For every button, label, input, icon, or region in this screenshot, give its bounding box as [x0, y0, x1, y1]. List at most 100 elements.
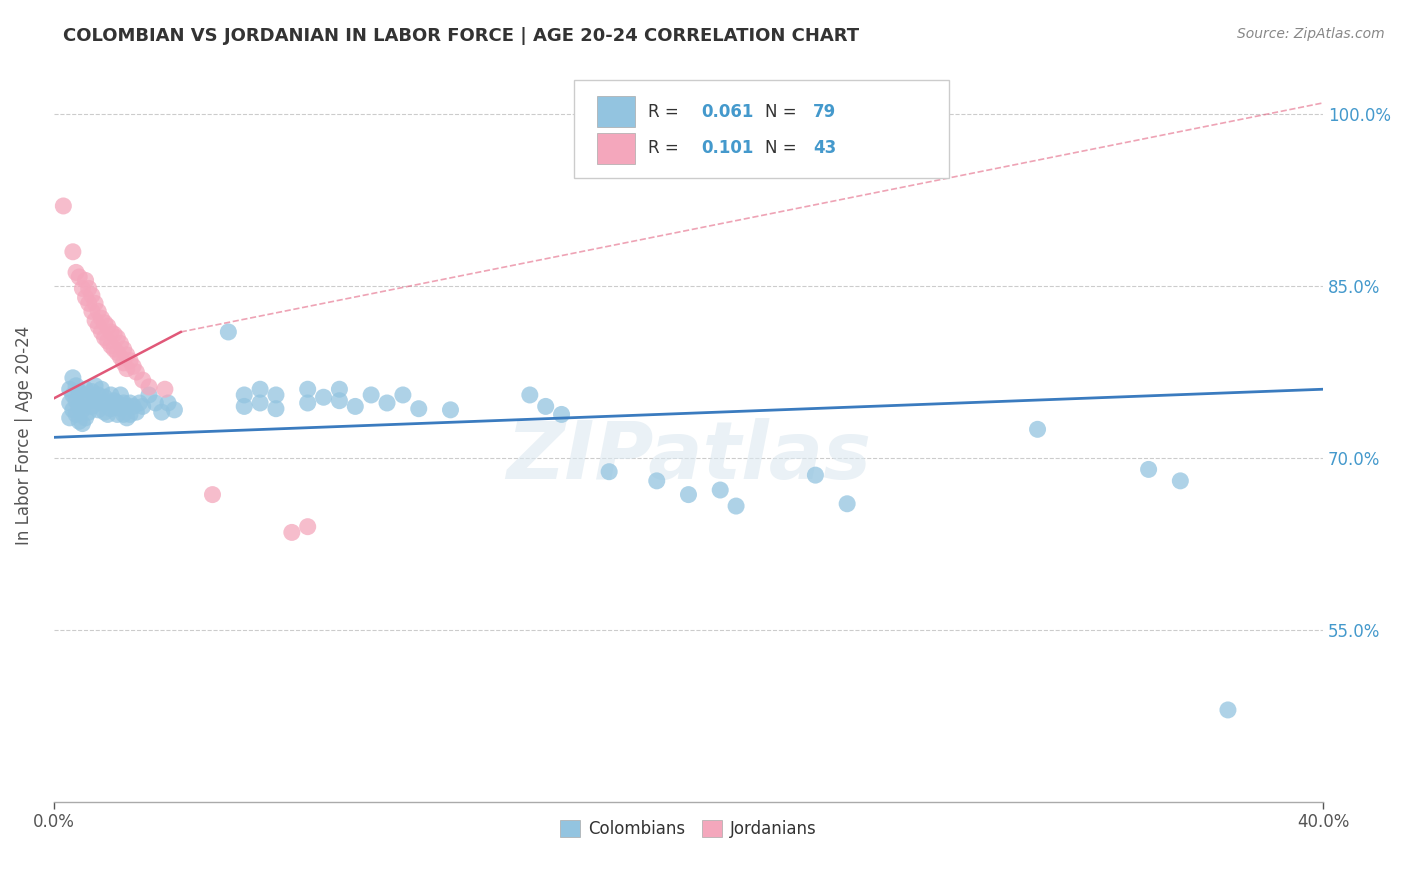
Point	[297, 519, 319, 533]
Point	[52, 199, 75, 213]
Point	[87, 388, 110, 402]
Text: R =: R =	[648, 139, 683, 157]
Point	[72, 281, 94, 295]
Point	[138, 380, 160, 394]
Point	[67, 414, 90, 428]
Point	[115, 348, 138, 362]
Point	[84, 313, 107, 327]
Legend: Colombians, Jordanians: Colombians, Jordanians	[553, 813, 824, 845]
Point	[87, 304, 110, 318]
Point	[112, 356, 135, 370]
Point	[344, 400, 367, 414]
Point	[80, 384, 103, 399]
Point	[77, 281, 100, 295]
Point	[110, 336, 132, 351]
FancyBboxPatch shape	[574, 79, 949, 178]
FancyBboxPatch shape	[598, 133, 636, 164]
Point	[281, 525, 304, 540]
Point	[837, 497, 859, 511]
Point	[392, 388, 415, 402]
Point	[264, 401, 287, 416]
Point	[87, 402, 110, 417]
Point	[103, 327, 125, 342]
Point	[110, 350, 132, 364]
Point	[80, 400, 103, 414]
Text: ZIPatlas: ZIPatlas	[506, 418, 870, 496]
Point	[709, 483, 731, 497]
Point	[725, 499, 748, 513]
Point	[77, 296, 100, 310]
Point	[59, 410, 82, 425]
Point	[439, 402, 461, 417]
Point	[90, 311, 112, 326]
Point	[249, 382, 271, 396]
Point	[519, 388, 541, 402]
Point	[122, 359, 145, 374]
Point	[297, 396, 319, 410]
Point	[804, 468, 827, 483]
Point	[93, 331, 115, 345]
Point	[118, 353, 141, 368]
Point	[110, 388, 132, 402]
Point	[122, 400, 145, 414]
Point	[67, 400, 90, 414]
Point	[59, 382, 82, 396]
Point	[75, 382, 97, 396]
Point	[97, 408, 120, 422]
Point	[75, 410, 97, 425]
Point	[150, 405, 173, 419]
Point	[87, 319, 110, 334]
Point	[153, 382, 176, 396]
Y-axis label: In Labor Force | Age 20-24: In Labor Force | Age 20-24	[15, 326, 32, 545]
Point	[65, 393, 87, 408]
Point	[217, 325, 239, 339]
Point	[1137, 462, 1160, 476]
Point	[103, 342, 125, 356]
Text: Source: ZipAtlas.com: Source: ZipAtlas.com	[1237, 27, 1385, 41]
Point	[550, 408, 572, 422]
Point	[115, 400, 138, 414]
Point	[115, 361, 138, 376]
Point	[201, 487, 224, 501]
Point	[312, 390, 335, 404]
Point	[112, 396, 135, 410]
Point	[534, 400, 557, 414]
Point	[62, 371, 84, 385]
Text: 0.061: 0.061	[702, 103, 754, 120]
Text: 43: 43	[813, 139, 837, 157]
Point	[645, 474, 668, 488]
Point	[59, 396, 82, 410]
Point	[62, 388, 84, 402]
Point	[90, 325, 112, 339]
Point	[65, 379, 87, 393]
Point	[84, 296, 107, 310]
Text: N =: N =	[765, 103, 801, 120]
Point	[90, 382, 112, 396]
Point	[128, 396, 150, 410]
Point	[65, 265, 87, 279]
Point	[249, 396, 271, 410]
Point	[145, 396, 167, 410]
Point	[84, 379, 107, 393]
Point	[75, 396, 97, 410]
Point	[62, 244, 84, 259]
Point	[1216, 703, 1239, 717]
Point	[112, 342, 135, 356]
Point	[77, 390, 100, 404]
Point	[360, 388, 382, 402]
Point	[157, 396, 180, 410]
Point	[125, 405, 148, 419]
Point	[93, 390, 115, 404]
Point	[80, 304, 103, 318]
Point	[118, 396, 141, 410]
Text: COLOMBIAN VS JORDANIAN IN LABOR FORCE | AGE 20-24 CORRELATION CHART: COLOMBIAN VS JORDANIAN IN LABOR FORCE | …	[63, 27, 859, 45]
Point	[105, 408, 128, 422]
Point	[67, 384, 90, 399]
Point	[105, 396, 128, 410]
FancyBboxPatch shape	[598, 96, 636, 128]
Point	[125, 365, 148, 379]
Point	[1170, 474, 1192, 488]
Point	[118, 408, 141, 422]
Point	[1026, 422, 1049, 436]
Point	[131, 400, 153, 414]
